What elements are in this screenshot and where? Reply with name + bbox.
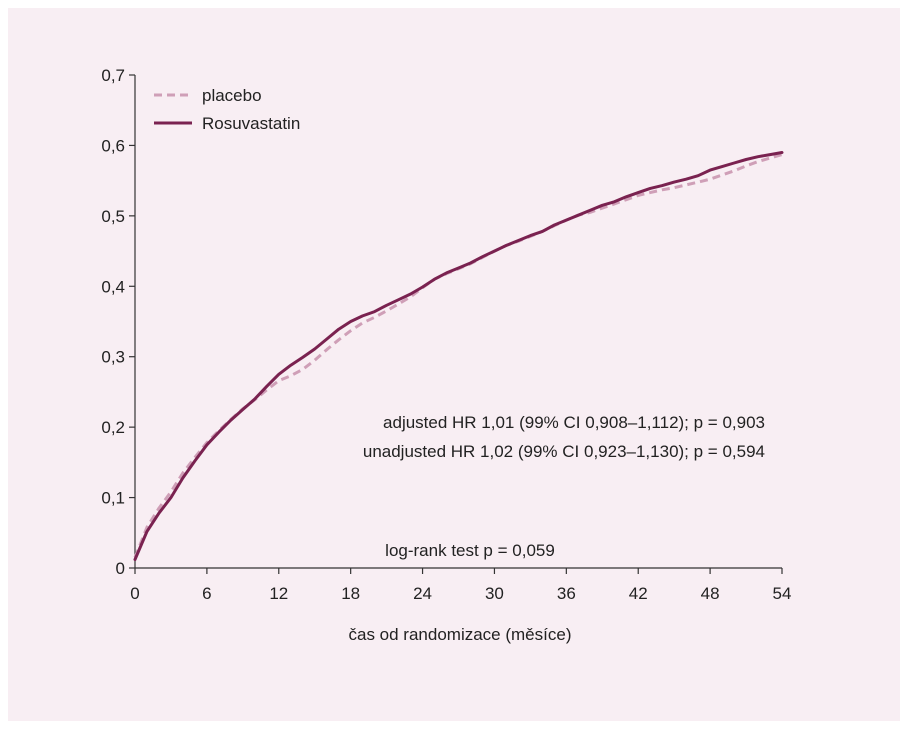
x-tick-label: 42 — [629, 584, 648, 603]
series-layer — [133, 151, 784, 561]
y-tick-label: 0,6 — [101, 136, 125, 155]
x-tick-label: 48 — [701, 584, 720, 603]
x-tick-label: 54 — [773, 584, 792, 603]
x-tick-label: 18 — [341, 584, 360, 603]
y-axis-ticks: 0 0,1 0,2 0,3 0,4 0,5 0,6 0,7 — [101, 66, 135, 578]
kaplan-meier-chart: 0 0,1 0,2 0,3 0,4 0,5 0,6 0,7 0 6 12 18 24 30 36 42 48 5… — [101, 66, 791, 644]
y-tick-label: 0,7 — [101, 66, 125, 85]
x-axis-ticks: 0 6 12 18 24 30 36 42 48 54 — [130, 568, 791, 603]
chart-panel: 0 0,1 0,2 0,3 0,4 0,5 0,6 0,7 0 6 12 18 24 30 36 42 48 5… — [8, 8, 900, 721]
series-line-placebo — [133, 153, 783, 558]
x-tick-label: 12 — [269, 584, 288, 603]
y-tick-label: 0,4 — [101, 277, 125, 296]
y-tick-label: 0 — [116, 559, 125, 578]
annotation-log-rank: log-rank test p = 0,059 — [385, 541, 555, 560]
y-tick-label: 0,5 — [101, 207, 125, 226]
x-tick-label: 30 — [485, 584, 504, 603]
axes: 0 0,1 0,2 0,3 0,4 0,5 0,6 0,7 0 6 12 18 24 30 36 42 48 5… — [101, 66, 791, 603]
y-tick-label: 0,3 — [101, 348, 125, 367]
annotation-adjusted-hr: adjusted HR 1,01 (99% CI 0,908–1,112); p… — [383, 413, 765, 432]
x-axis-title: čas od randomizace (měsíce) — [349, 625, 572, 644]
y-tick-label: 0,2 — [101, 418, 125, 437]
legend-label-placebo: placebo — [202, 86, 262, 105]
x-tick-label: 6 — [202, 584, 211, 603]
x-tick-label: 24 — [413, 584, 432, 603]
legend-label-rosuvastatin: Rosuvastatin — [202, 114, 300, 133]
series-line-rosuvastatin — [133, 151, 784, 561]
y-tick-label: 0,1 — [101, 489, 125, 508]
legend: placebo Rosuvastatin — [154, 86, 300, 133]
annotation-unadjusted-hr: unadjusted HR 1,02 (99% CI 0,923–1,130);… — [363, 442, 765, 461]
x-tick-label: 0 — [130, 584, 139, 603]
x-tick-label: 36 — [557, 584, 576, 603]
